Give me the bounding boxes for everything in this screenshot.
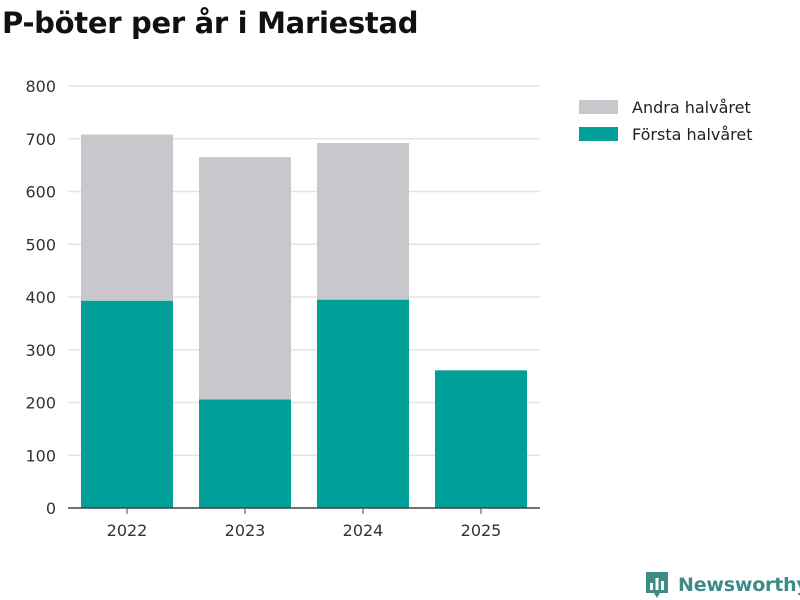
bars — [81, 134, 527, 508]
newsworthy-icon — [646, 572, 668, 598]
y-tick-label-0: 0 — [46, 499, 56, 518]
y-tick-label-500: 500 — [25, 235, 56, 254]
bar-2023-series-1 — [199, 157, 291, 400]
bar-2025-series-0 — [435, 370, 527, 508]
bar-2022-series-0 — [81, 300, 173, 508]
y-tick-label-300: 300 — [25, 341, 56, 360]
bar-2024-series-0 — [317, 299, 409, 508]
legend: Andra halvåret Första halvåret — [579, 98, 753, 144]
newsworthy-logo: Newsworthy — [644, 570, 800, 600]
bar-chart: 0 100 200 300 400 500 600 700 800 2022 2023 2024 202… — [25, 77, 753, 540]
x-tick-label-2023: 2023 — [225, 521, 266, 540]
chart-title: P-böter per år i Mariestad — [2, 6, 419, 40]
bar-2023-series-0 — [199, 399, 291, 508]
y-tick-label-700: 700 — [25, 130, 56, 149]
legend-label-0: Andra halvåret — [632, 98, 751, 117]
y-tick-label-600: 600 — [25, 183, 56, 202]
legend-label-1: Första halvåret — [632, 125, 753, 144]
x-tick-label-2025: 2025 — [461, 521, 502, 540]
axes: 0 100 200 300 400 500 600 700 800 2022 2023 2024 202… — [25, 77, 540, 540]
legend-swatch-0 — [579, 100, 618, 114]
y-tick-label-100: 100 — [25, 446, 56, 465]
y-tick-label-200: 200 — [25, 394, 56, 413]
y-tick-label-400: 400 — [25, 288, 56, 307]
bar-2024-series-1 — [317, 142, 409, 300]
legend-swatch-1 — [579, 127, 618, 141]
x-tick-label-2022: 2022 — [107, 521, 148, 540]
x-tick-label-2024: 2024 — [343, 521, 384, 540]
y-tick-label-800: 800 — [25, 77, 56, 96]
brand-name: Newsworthy — [678, 574, 800, 596]
bar-2022-series-1 — [81, 134, 173, 301]
